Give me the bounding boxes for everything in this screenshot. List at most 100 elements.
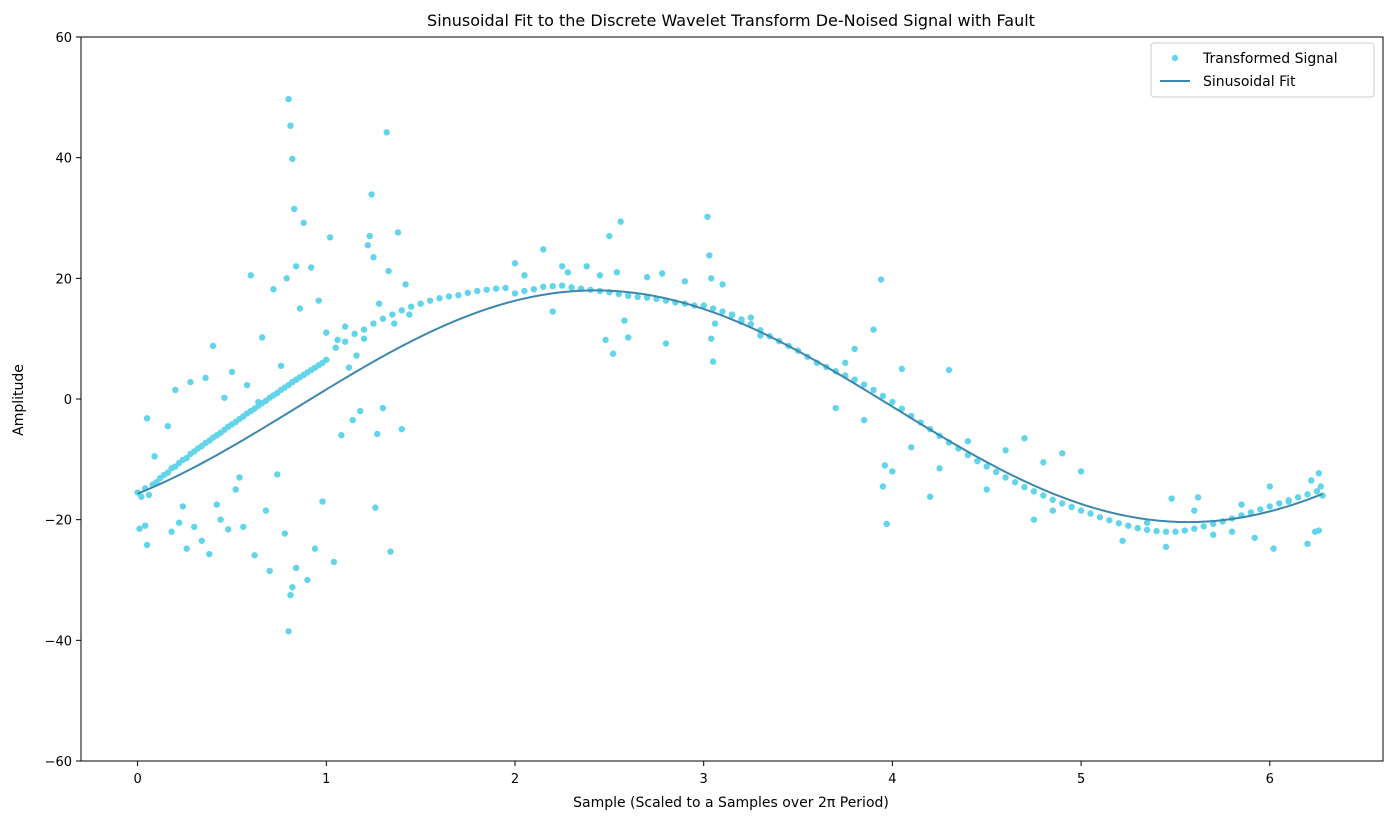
scatter-point bbox=[287, 591, 294, 599]
scatter-point bbox=[1191, 525, 1198, 532]
scatter-point bbox=[406, 311, 413, 318]
scatter-point bbox=[1294, 494, 1302, 501]
scatter-point bbox=[738, 316, 745, 323]
scatter-point bbox=[417, 300, 424, 307]
scatter-point bbox=[898, 405, 906, 412]
scatter-point bbox=[1125, 522, 1132, 529]
scatter-point bbox=[860, 416, 868, 424]
scatter-point bbox=[1228, 528, 1236, 535]
scatter-point bbox=[251, 552, 258, 559]
scatter-point bbox=[596, 272, 604, 279]
scatter-point bbox=[323, 356, 330, 363]
scatter-point bbox=[521, 287, 528, 295]
scatter-point bbox=[330, 558, 338, 566]
scatter-point bbox=[558, 263, 566, 270]
scatter-point bbox=[281, 530, 288, 537]
scatter-point bbox=[360, 326, 368, 333]
scatter-point bbox=[394, 229, 402, 236]
scatter-point bbox=[319, 498, 326, 505]
scatter-point bbox=[370, 320, 377, 327]
scatter-point bbox=[1115, 520, 1123, 527]
scatter-point bbox=[247, 272, 255, 279]
scatter-point bbox=[198, 537, 205, 544]
scatter-point bbox=[1181, 527, 1189, 534]
scatter-point bbox=[209, 342, 217, 350]
scatter-point bbox=[1002, 474, 1009, 481]
scatter-point bbox=[164, 422, 171, 430]
scatter-point bbox=[643, 273, 651, 281]
scatter-point bbox=[334, 336, 341, 344]
scatter-point bbox=[402, 281, 409, 288]
scatter-point bbox=[1134, 524, 1141, 532]
scatter-point bbox=[383, 129, 390, 136]
scatter-point bbox=[408, 303, 415, 310]
scatter-point bbox=[228, 368, 236, 376]
scatter-point bbox=[183, 454, 190, 462]
scatter-point bbox=[1304, 491, 1311, 498]
scatter-point bbox=[860, 381, 868, 388]
scatter-point bbox=[992, 468, 1000, 476]
scatter-point bbox=[1030, 516, 1038, 523]
scatter-point bbox=[138, 493, 145, 500]
scatter-point bbox=[353, 352, 360, 359]
scatter-point bbox=[983, 486, 990, 493]
scatter-point bbox=[1106, 517, 1113, 524]
scatter-point bbox=[502, 284, 509, 292]
scatter-point bbox=[143, 415, 151, 422]
scatter-point bbox=[232, 486, 239, 493]
scatter-point bbox=[709, 305, 717, 312]
scatter-point bbox=[568, 284, 575, 291]
scatter-point bbox=[285, 628, 292, 635]
scatter-point bbox=[643, 294, 651, 301]
scatter-point bbox=[183, 545, 190, 552]
scatter-point bbox=[945, 366, 953, 374]
scatter-point bbox=[983, 463, 990, 470]
x-tick-label: 2 bbox=[511, 772, 519, 787]
scatter-point bbox=[351, 330, 358, 338]
scatter-point bbox=[879, 392, 887, 400]
scatter-point bbox=[974, 457, 981, 465]
scatter-point bbox=[609, 350, 617, 357]
scatter-point bbox=[602, 336, 609, 344]
scatter-point bbox=[870, 326, 877, 333]
scatter-point bbox=[304, 576, 311, 584]
y-tick-label: −20 bbox=[45, 514, 72, 529]
scatter-point bbox=[709, 358, 717, 365]
scatter-point bbox=[151, 453, 158, 460]
scatter-point bbox=[375, 300, 383, 307]
scatter-point bbox=[136, 525, 143, 532]
scatter-point bbox=[360, 335, 368, 342]
scatter-point bbox=[1308, 477, 1315, 484]
scatter-point bbox=[236, 474, 243, 481]
plot-area bbox=[80, 36, 1384, 762]
scatter-point bbox=[292, 263, 300, 270]
scatter-point bbox=[300, 219, 307, 227]
scatter-point bbox=[558, 282, 566, 289]
scatter-point bbox=[332, 344, 339, 351]
scatter-point bbox=[283, 275, 290, 282]
scatter-point bbox=[1021, 483, 1028, 491]
x-axis-label: Sample (Scaled to a Samples over 2π Peri… bbox=[573, 795, 889, 811]
scatter-point bbox=[255, 398, 262, 406]
scatter-point bbox=[338, 432, 345, 439]
scatter-point bbox=[719, 308, 726, 315]
scatter-point bbox=[474, 287, 481, 295]
scatter-point bbox=[243, 381, 251, 389]
scatter-point bbox=[445, 293, 453, 300]
legend: Transformed Signal Sinusoidal Fit bbox=[1150, 42, 1375, 98]
scatter-point bbox=[1247, 509, 1255, 516]
scatter-point bbox=[274, 471, 281, 478]
scatter-point bbox=[747, 314, 755, 321]
x-tick-label: 4 bbox=[888, 772, 896, 787]
scatter-point bbox=[617, 218, 624, 225]
scatter-point bbox=[341, 338, 349, 345]
scatter-series-transformed-signal bbox=[134, 95, 1326, 635]
scatter-point bbox=[1238, 501, 1245, 508]
scatter-point bbox=[842, 359, 849, 366]
scatter-point bbox=[134, 489, 141, 496]
scatter-point bbox=[164, 469, 171, 476]
scatter-point bbox=[217, 516, 224, 523]
scatter-point bbox=[287, 122, 294, 129]
scatter-point bbox=[389, 311, 396, 318]
scatter-point bbox=[296, 305, 304, 312]
